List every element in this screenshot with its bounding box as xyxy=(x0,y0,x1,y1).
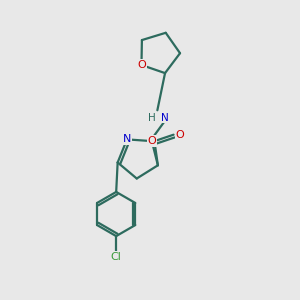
Text: O: O xyxy=(176,130,184,140)
Text: N: N xyxy=(161,112,169,123)
Text: N: N xyxy=(123,134,131,144)
Text: Cl: Cl xyxy=(111,252,122,262)
Text: O: O xyxy=(148,136,156,146)
Text: H: H xyxy=(148,112,155,123)
Text: O: O xyxy=(137,60,146,70)
